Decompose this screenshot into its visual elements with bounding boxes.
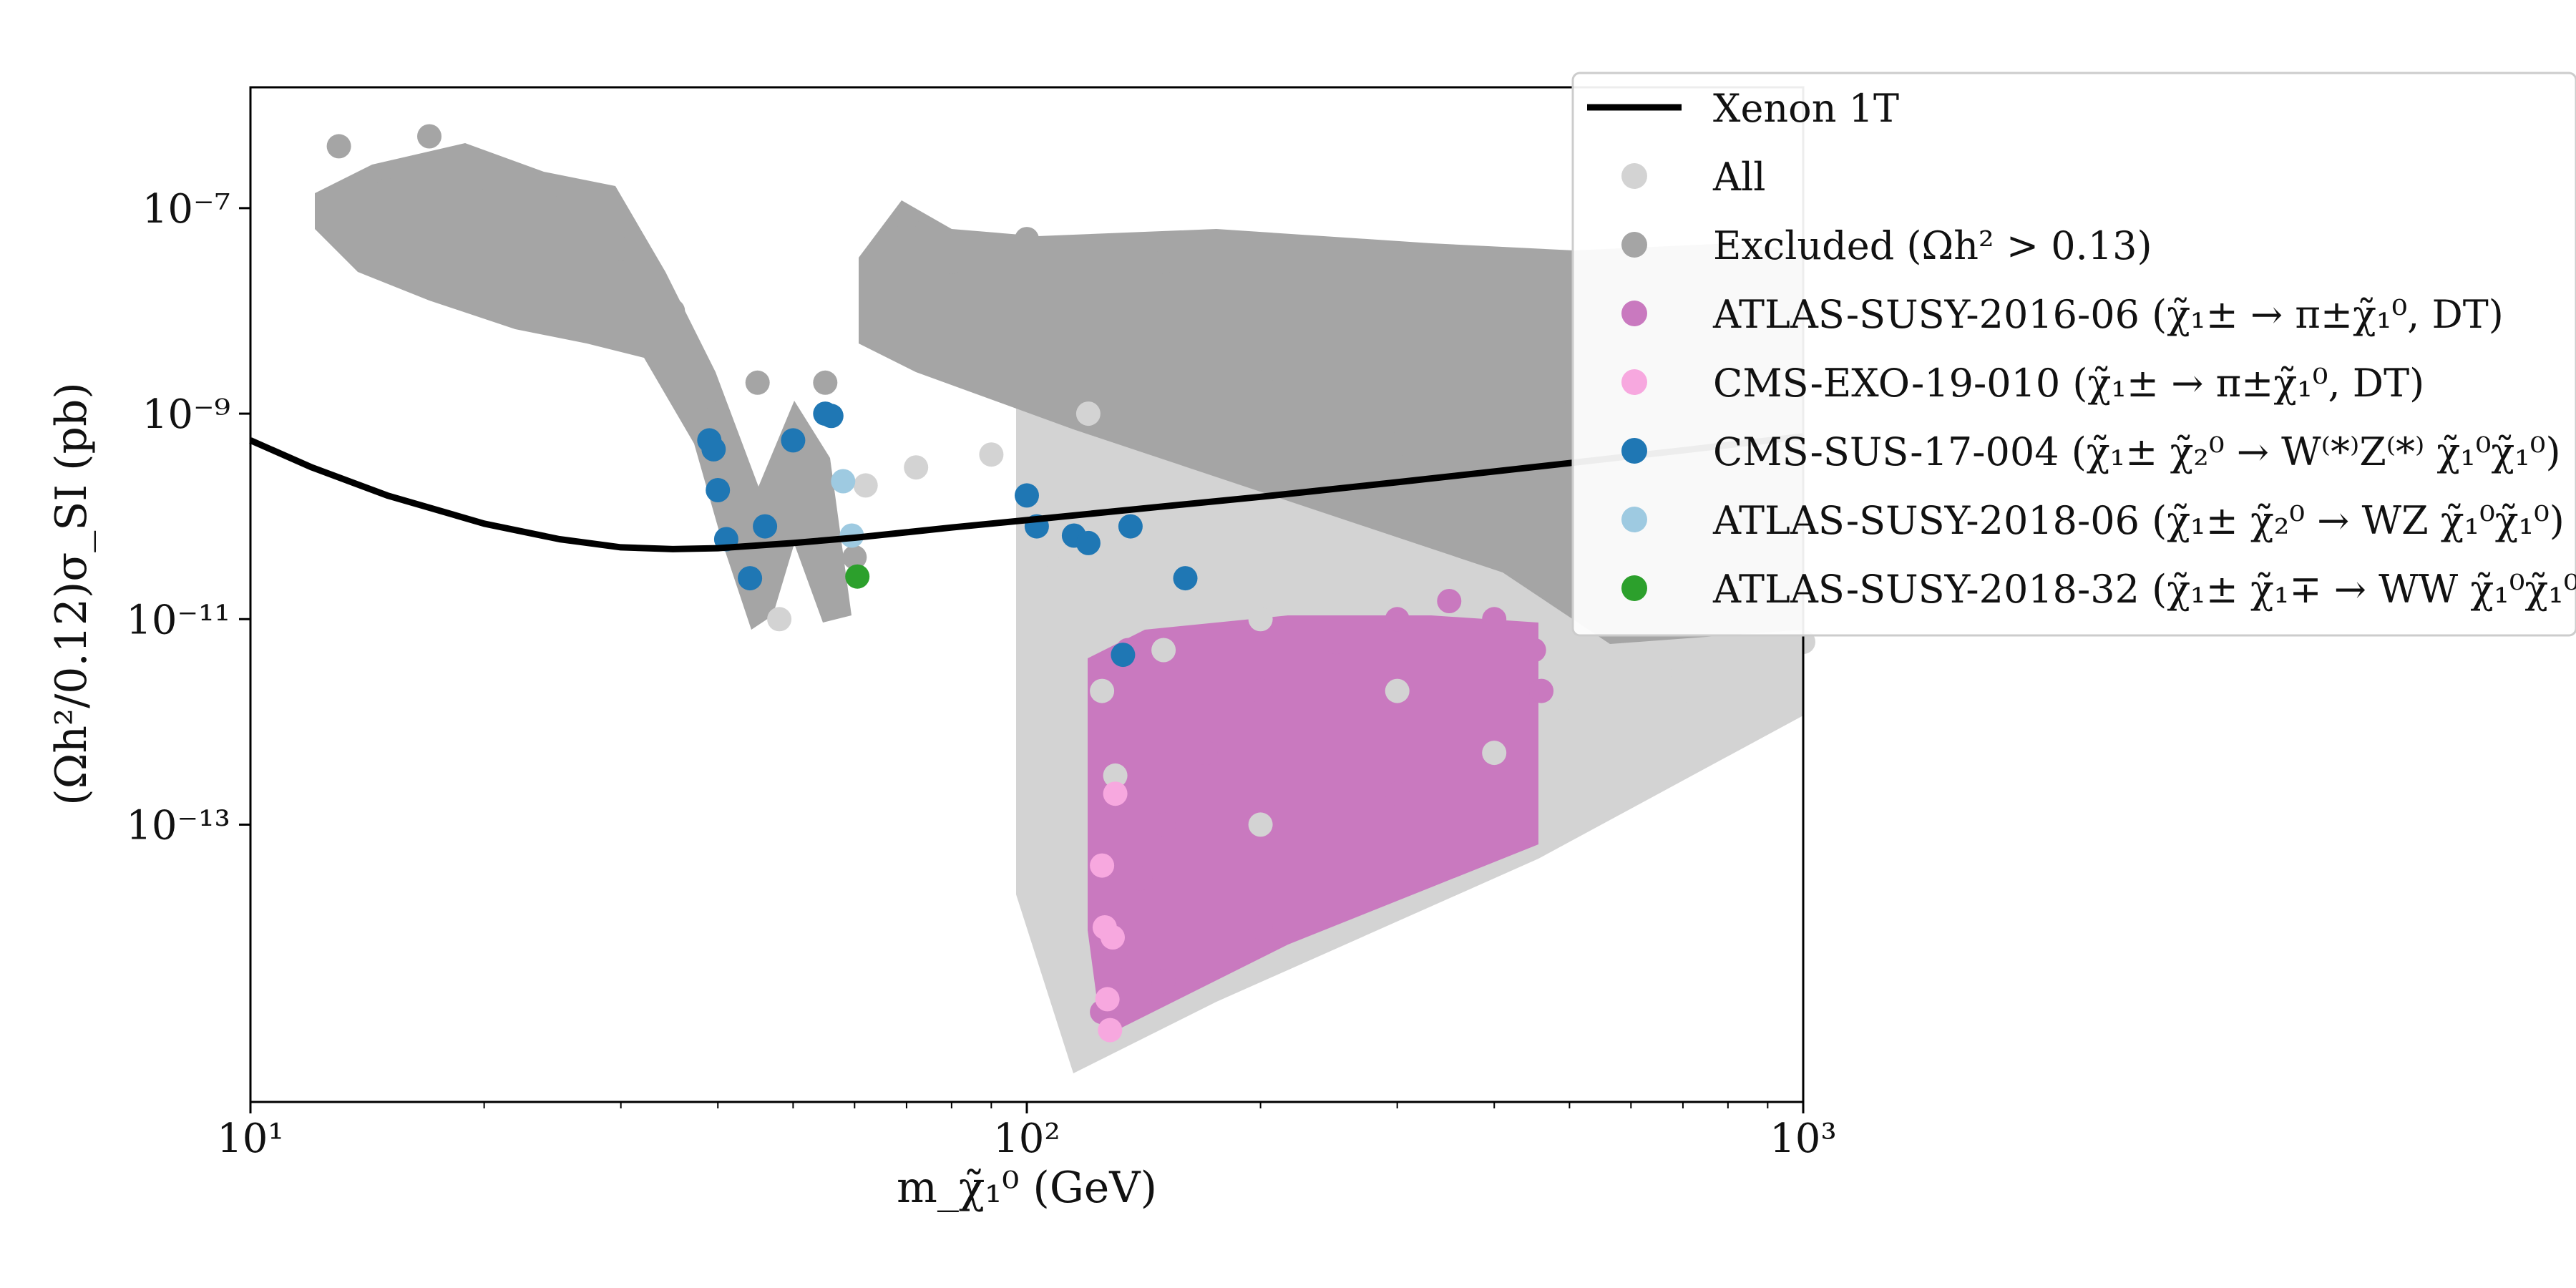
legend-box [1571,72,2576,637]
point-excluded-h-0-13 [417,124,441,149]
point-atlas-susy-2016-06-dt [1151,812,1176,837]
point-atlas-susy-2016-06-dt [1385,607,1410,632]
point-cms-sus-17-004-w-z [1118,514,1143,539]
point-atlas-susy-2018-06-wz [831,469,856,494]
legend: Xenon 1T All Excluded (Ωh² > 0.13) ATLAS-SU… [1571,72,2576,637]
point-atlas-susy-2016-06-dt [1482,607,1507,632]
point-excluded-h-0-13 [1151,250,1176,274]
legend-entry-label: CMS-SUS-17-004 (χ̃₁± χ̃₂⁰ → W⁽*⁾Z⁽*⁾ χ̃₁… [1713,429,2561,474]
y-tick-label: 10⁻¹¹ [126,597,230,643]
point-cms-exo-19-010-dt [1095,987,1120,1012]
point-atlas-susy-2016-06-dt [1437,589,1462,613]
legend-swatch-marker [1621,301,1647,326]
point-excluded-h-0-13 [1248,370,1273,395]
legend-swatch-marker [1621,369,1647,395]
legend-swatch-marker [1621,575,1647,601]
point-atlas-susy-2016-06-dt [1385,781,1410,806]
scatter-cloud-4 [1088,615,1538,1038]
legend-entry-label: All [1712,155,1766,200]
point-atlas-susy-2016-06-dt [1248,915,1273,940]
point-excluded-h-0-13 [706,401,731,426]
point-cms-sus-17-004-w-z [753,514,778,539]
legend-swatch-marker [1621,507,1647,532]
point-all [853,473,878,498]
x-tick-label: 10³ [1770,1116,1837,1162]
y-tick-label: 10⁻¹³ [126,802,230,849]
scatter-cloud-2 [859,200,1803,644]
legend-entry-label: ATLAS-SUSY-2018-06 (χ̃₁± χ̃₂⁰ → WZ χ̃₁⁰χ… [1712,498,2565,543]
point-atlas-susy-2016-06-dt [1103,946,1128,971]
point-cms-exo-19-010-dt [1098,1018,1123,1043]
y-axis-label: (Ωh²/0.12)σ_SI (pb) [47,382,97,806]
point-cms-sus-17-004-w-z [706,478,731,502]
point-all [1248,607,1273,632]
point-all [1670,678,1695,703]
legend-entry-label: Excluded (Ωh² > 0.13) [1713,223,2152,268]
point-cms-exo-19-010-dt [1101,925,1125,950]
point-atlas-susy-2016-06-dt [1248,678,1273,703]
point-atlas-susy-2018-32-ww [845,564,870,589]
point-cms-sus-17-004-w-z [1015,483,1039,508]
legend-swatch-marker [1621,438,1647,464]
point-cms-sus-17-004-w-z [781,428,806,453]
point-atlas-susy-2016-06-dt [1521,638,1546,663]
point-all [1151,638,1176,663]
point-excluded-h-0-13 [547,195,572,220]
point-atlas-susy-2016-06-dt [1323,630,1348,655]
legend-entry-label: ATLAS-SUSY-2018-32 (χ̃₁± χ̃₁∓ → WW χ̃₁⁰χ… [1712,567,2576,612]
scatter-cloud-3 [315,143,852,630]
legend-entry-label: Xenon 1T [1713,86,1899,131]
point-atlas-susy-2016-06-dt [1151,969,1176,994]
y-tick-label: 10⁻⁹ [142,391,230,438]
point-cms-sus-17-004-w-z [738,566,763,591]
point-excluded-h-0-13 [745,370,770,395]
point-cms-sus-17-004-w-z [1111,643,1136,668]
legend-entry-label: ATLAS-SUSY-2016-06 (χ̃₁± → π±χ̃₁⁰, DT) [1712,292,2504,337]
point-all [1075,401,1101,426]
point-cms-exo-19-010-dt [1103,781,1128,806]
point-excluded-h-0-13 [1015,227,1039,252]
point-cms-sus-17-004-w-z [819,404,844,429]
point-excluded-h-0-13 [472,165,497,190]
x-tick-label: 10¹ [217,1116,284,1162]
point-all [1385,678,1410,703]
legend-entry-label: CMS-EXO-19-010 (χ̃₁± → π±χ̃₁⁰, DT) [1713,361,2424,406]
point-excluded-h-0-13 [939,250,964,274]
point-all [904,455,929,480]
legend-swatch-marker [1621,163,1647,189]
point-all [1046,557,1071,582]
point-atlas-susy-2016-06-dt [1194,741,1218,766]
point-cms-sus-17-004-w-z [1075,530,1101,555]
point-excluded-h-0-13 [1385,432,1410,457]
legend-swatch-marker [1621,232,1647,258]
point-excluded-h-0-13 [660,298,686,323]
point-all [979,442,1004,467]
point-all [1557,709,1582,734]
axis-ticks: 10¹ 10² 10³ 10⁻⁷ 10⁻⁹ 10⁻¹¹ 10⁻¹³ [126,186,1837,1162]
series-line-xenon-1t [249,433,1804,552]
point-cms-sus-17-004-w-z [1173,566,1198,591]
point-atlas-susy-2016-06-dt [1128,866,1153,891]
point-all [1090,678,1115,703]
point-all [1103,763,1128,788]
x-axis-label: m_χ̃₁⁰ (GeV) [897,1163,1157,1213]
point-excluded-h-0-13 [894,205,919,230]
point-excluded-h-0-13 [813,370,838,395]
point-cms-exo-19-010-dt [1090,853,1115,878]
point-excluded-h-0-13 [326,134,351,159]
point-cms-sus-17-004-w-z [701,436,726,462]
point-all [1670,660,1695,686]
point-all [1248,812,1273,837]
point-all [1482,741,1507,766]
x-tick-label: 10² [993,1116,1060,1162]
point-atlas-susy-2016-06-dt [1529,678,1554,703]
limit-lines [249,433,1804,552]
point-excluded-h-0-13 [375,177,400,203]
point-excluded-h-0-13 [842,545,867,570]
scatter-points [326,124,1815,1043]
y-tick-label: 10⁻⁷ [142,186,230,233]
point-all [767,607,792,632]
point-excluded-h-0-13 [608,237,633,261]
